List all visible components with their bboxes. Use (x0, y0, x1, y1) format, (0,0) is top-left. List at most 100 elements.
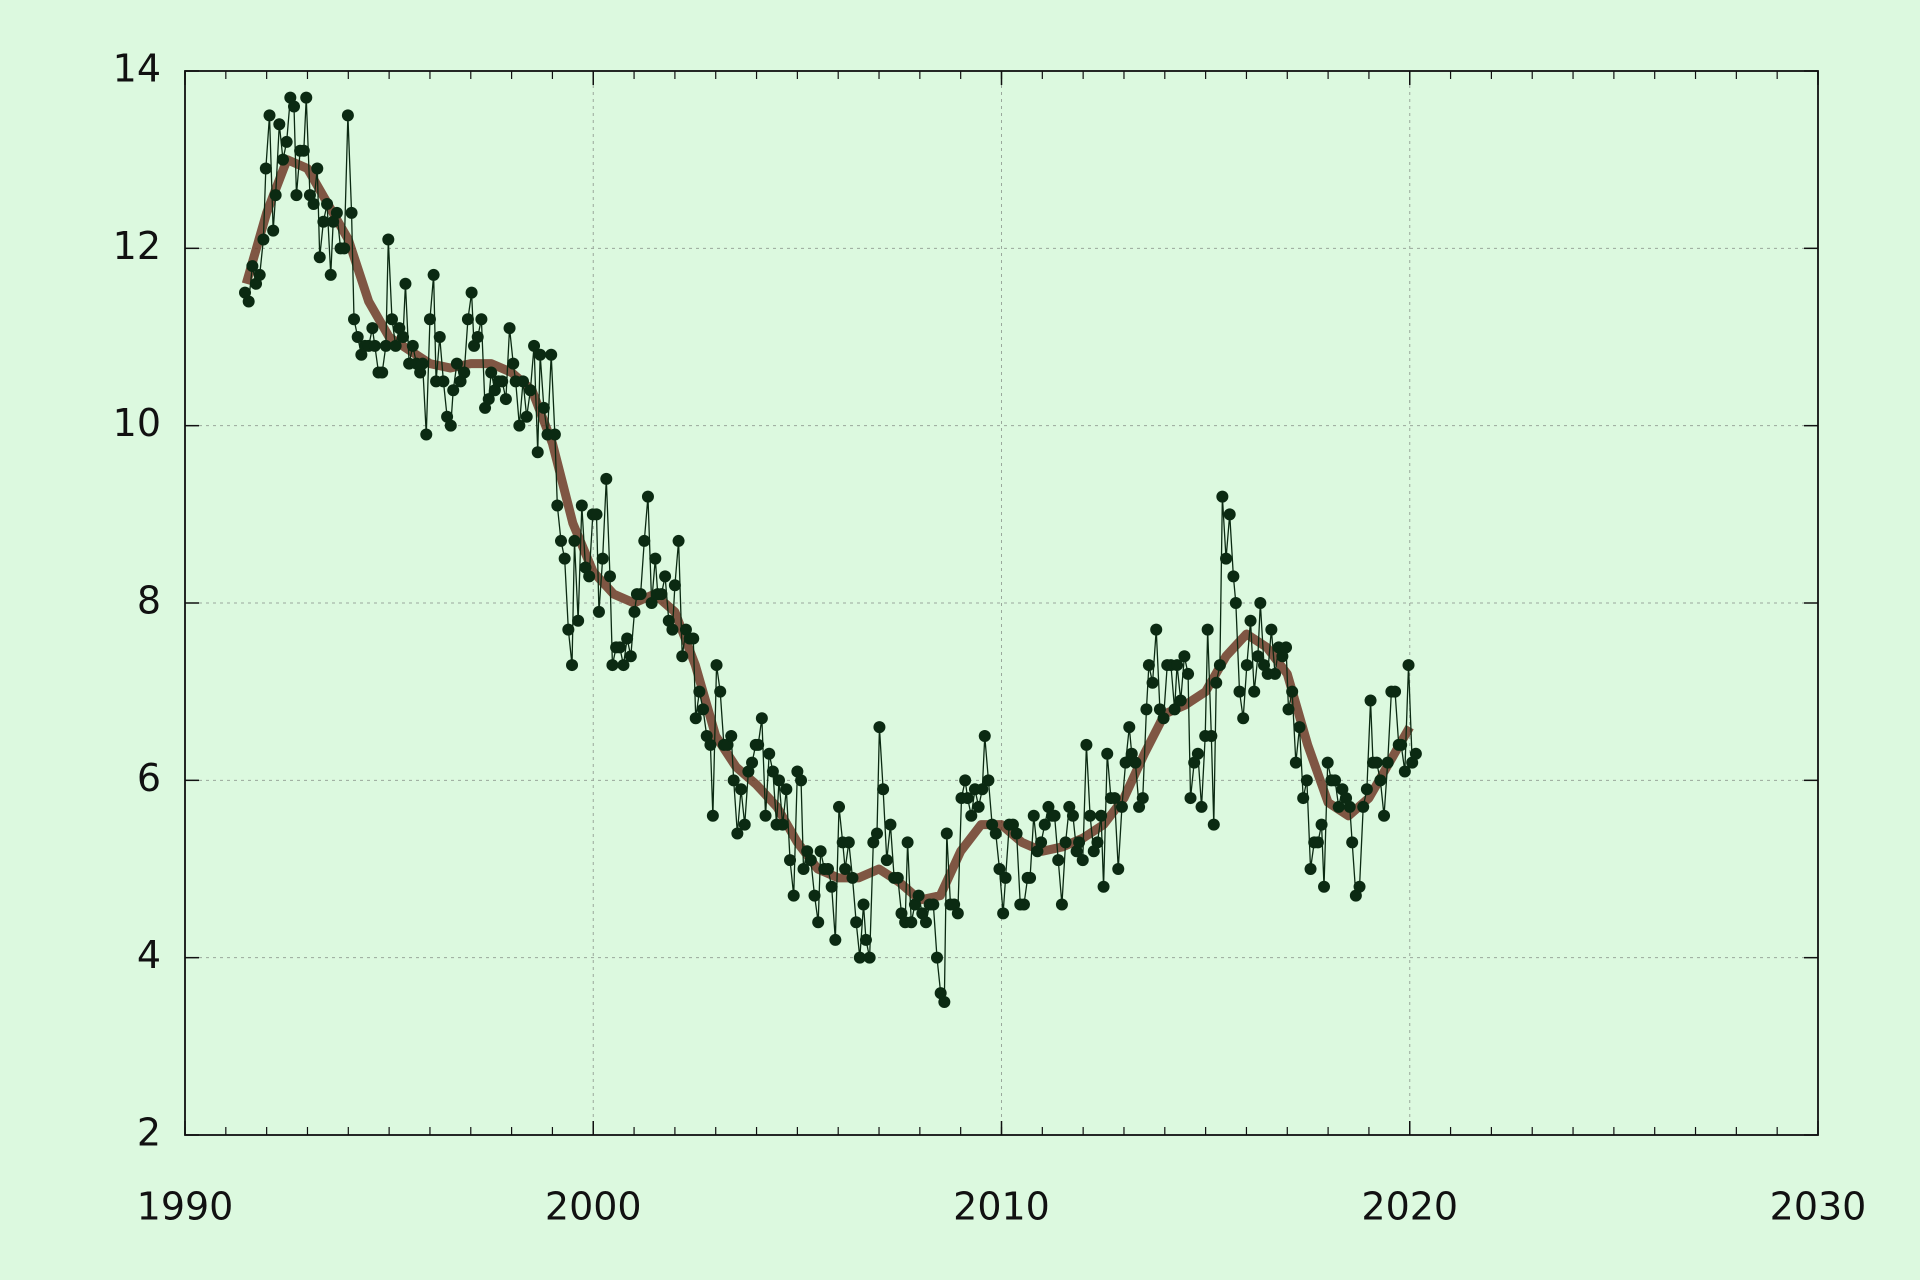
data-point (566, 659, 579, 672)
data-point (1223, 508, 1236, 521)
data-point (596, 552, 609, 565)
data-point (1195, 800, 1208, 813)
data-point (919, 916, 932, 929)
data-point (534, 348, 547, 361)
data-point (1269, 667, 1282, 680)
data-point (246, 260, 259, 273)
data-point (603, 570, 616, 583)
data-point (997, 907, 1010, 920)
data-point (1297, 792, 1310, 805)
data-point (1343, 800, 1356, 813)
data-point (376, 366, 389, 379)
data-point (710, 659, 723, 672)
data-point (766, 765, 779, 778)
data-point (859, 933, 872, 946)
data-point (1119, 756, 1132, 769)
data-point (450, 357, 463, 370)
data-point (253, 268, 266, 281)
data-point (1140, 703, 1153, 716)
data-point (1182, 667, 1195, 680)
data-point (475, 313, 488, 326)
data-point (812, 916, 825, 929)
data-point (583, 570, 596, 583)
data-point (693, 685, 706, 698)
data-point (666, 623, 679, 636)
data-point (1370, 756, 1383, 769)
data-point (808, 889, 821, 902)
data-point (976, 783, 989, 796)
data-point (1360, 783, 1373, 796)
data-point (1205, 730, 1218, 742)
data-point (1289, 756, 1302, 769)
data-point (1010, 827, 1023, 840)
data-point (1311, 836, 1324, 849)
data-point (558, 552, 571, 565)
data-point (901, 836, 914, 849)
data-point (1395, 738, 1408, 751)
data-point (1213, 659, 1226, 672)
data-point (1240, 659, 1253, 672)
data-point (1357, 800, 1370, 813)
data-point (704, 738, 717, 751)
data-point (1248, 685, 1261, 698)
data-point (461, 313, 474, 326)
data-point (311, 162, 324, 175)
data-point (873, 721, 886, 734)
data-point (1332, 800, 1345, 813)
data-point (870, 827, 883, 840)
data-point (839, 863, 852, 875)
data-point (1300, 774, 1313, 787)
data-point (1101, 747, 1114, 760)
plot-frame (184, 70, 1819, 1136)
x-tick-label: 2030 (1770, 1185, 1867, 1229)
data-point (1178, 650, 1191, 663)
data-point (641, 490, 654, 503)
data-point (499, 393, 512, 406)
data-point (1207, 818, 1220, 831)
data-point (1346, 836, 1359, 849)
data-point (989, 827, 1002, 840)
data-point (668, 579, 681, 592)
data-point (517, 375, 530, 388)
data-point (313, 251, 326, 264)
data-point (406, 339, 419, 352)
data-point (1024, 871, 1037, 884)
data-point (1381, 756, 1394, 769)
data-point (1136, 792, 1149, 805)
data-point (297, 144, 310, 157)
data-point (513, 419, 526, 432)
data-point (263, 109, 276, 122)
data-point (1052, 854, 1065, 867)
data-point (621, 632, 634, 645)
data-point (659, 570, 672, 583)
data-point (759, 809, 772, 822)
data-point (746, 756, 759, 769)
data-point (725, 730, 738, 742)
data-point (784, 854, 797, 867)
data-point (1251, 650, 1264, 663)
data-point (842, 836, 855, 849)
x-tick-label: 2000 (545, 1185, 642, 1229)
data-point (1123, 721, 1136, 734)
data-point (496, 375, 509, 388)
data-point (982, 774, 995, 787)
data-point (850, 916, 863, 929)
data-point (1174, 694, 1187, 707)
data-point (1237, 712, 1250, 725)
data-point (1095, 809, 1108, 822)
data-point (420, 428, 433, 441)
y-tick-label: 6 (137, 756, 161, 800)
data-point (891, 871, 904, 884)
data-point (1184, 792, 1197, 805)
data-point (321, 198, 334, 210)
data-point (965, 809, 978, 822)
data-point (348, 313, 361, 326)
data-point (1364, 694, 1377, 707)
y-tick-label: 4 (137, 933, 161, 977)
data-point (655, 588, 668, 601)
data-point (1076, 854, 1089, 867)
data-point (548, 428, 561, 441)
x-tick-label: 2020 (1361, 1185, 1458, 1229)
data-point (1280, 641, 1293, 654)
data-point (300, 91, 313, 104)
